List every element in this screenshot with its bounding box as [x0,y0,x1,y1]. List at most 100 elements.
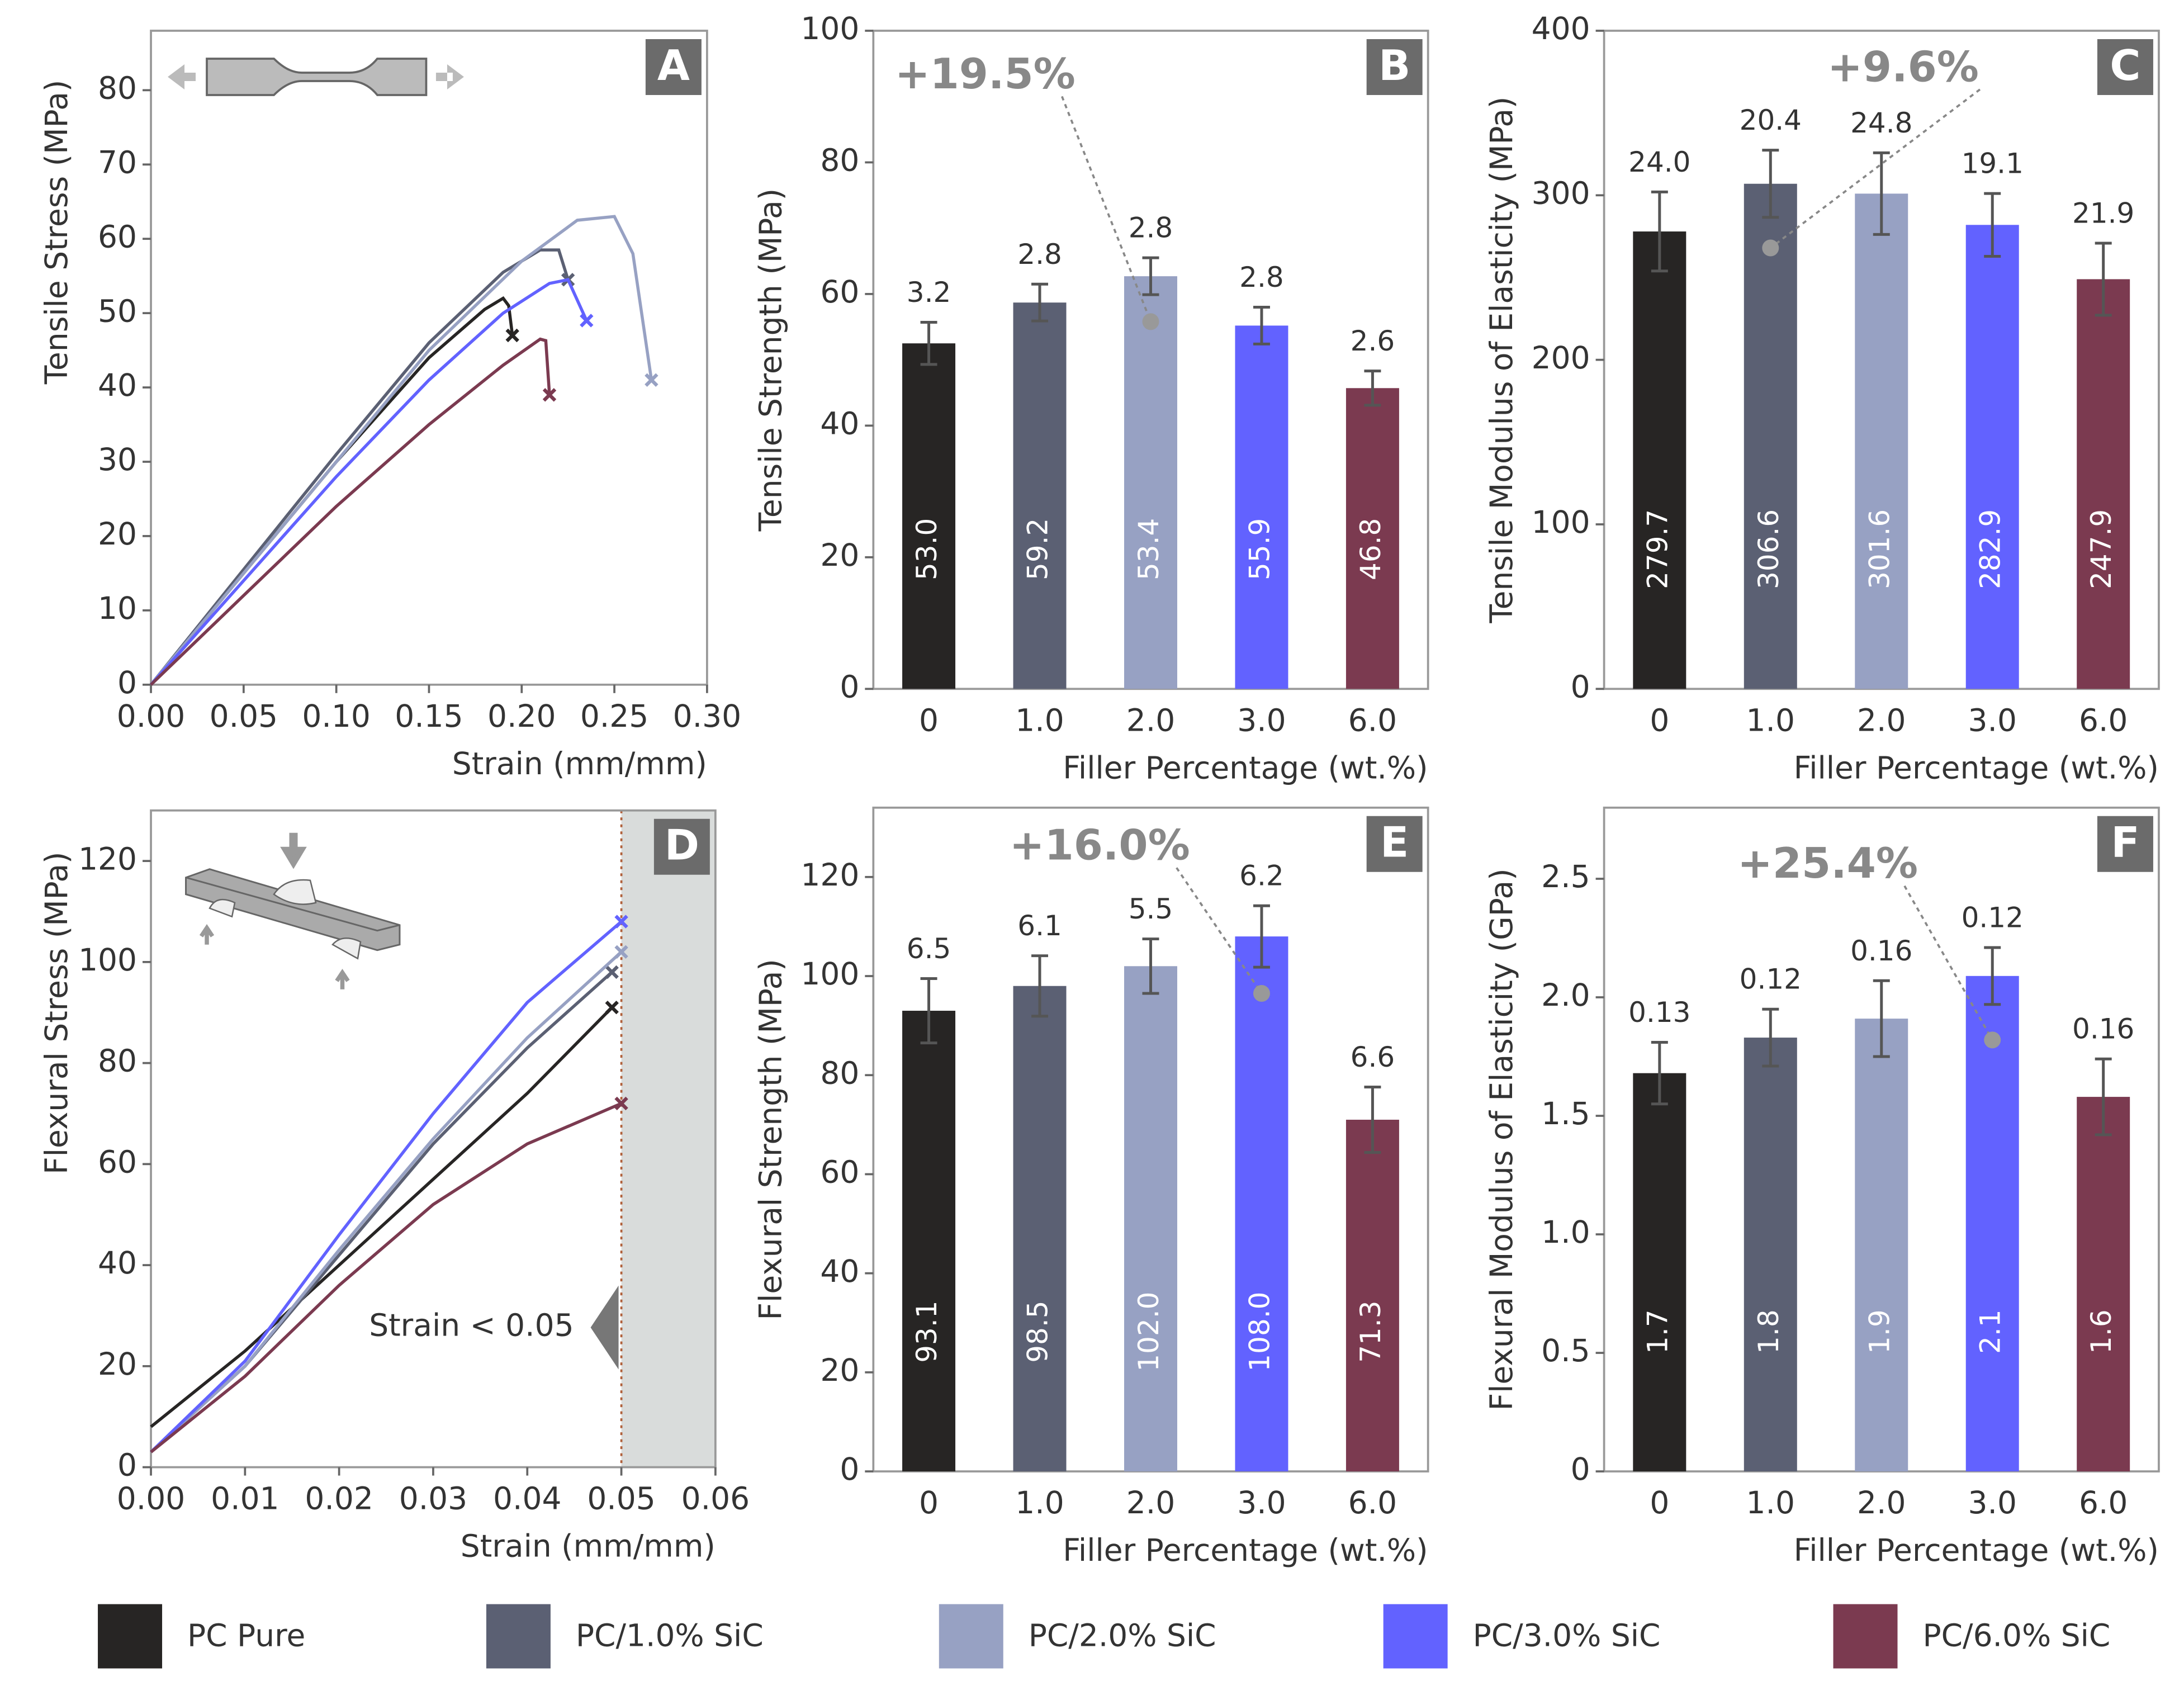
break-marker [645,373,658,387]
x-axis-title: Filler Percentage (wt.%) [1063,750,1428,785]
error-bar [1984,946,2001,1006]
error-label: 0.16 [1850,935,1912,967]
error-bar [1873,979,1890,1058]
annotation-leader [1770,88,1981,249]
y-tick-label: 40 [98,1245,137,1281]
error-label: 2.8 [1129,212,1173,244]
error-bar [1364,1085,1381,1154]
bar-text: 1.6 [2085,1309,2117,1354]
panel-badge [1366,816,1423,872]
error-bar [1651,190,1668,273]
x-tick-label: 6.0 [2079,1485,2128,1521]
x-tick-label: 3.0 [1968,702,2017,738]
y-tick-label: 0 [1571,1451,1590,1487]
x-tick-label: 2.0 [1857,702,1906,738]
bar [1633,231,1686,689]
bar [1855,1019,1908,1472]
threshold-note: Strain < 0.05 [369,1308,574,1343]
error-label: 6.2 [1239,860,1284,892]
y-tick-label: 100 [78,942,137,978]
curve [150,920,623,1453]
x-tick-label: 0 [1650,1485,1669,1521]
curve [149,248,570,686]
error-label: 6.1 [1017,910,1062,942]
x-axis-title: Filler Percentage (wt.%) [1063,1532,1428,1568]
y-tick-label: 10 [98,590,137,626]
bar [1124,966,1177,1472]
error-label: 3.2 [907,276,951,309]
legend-swatch [1833,1604,1898,1669]
y-tick-label: 60 [820,274,859,310]
x-tick-label: 1.0 [1015,1485,1064,1521]
error-label: 20.4 [1740,104,1802,136]
bar [1633,1073,1686,1472]
error-bar [1984,192,2001,258]
bar [1744,183,1797,689]
error-label: 5.5 [1129,893,1173,925]
bar-text: 102.0 [1133,1292,1165,1372]
bar [1346,388,1399,689]
error-bar [1031,282,1049,323]
y-tick-label: 80 [98,70,137,106]
legend-label: PC/3.0% SiC [1473,1618,1661,1654]
y-tick-label: 30 [98,442,137,477]
y-tick-label: 120 [78,841,137,877]
break-marker [605,965,619,979]
y-tick-label: 300 [1532,175,1590,211]
x-axis-title: Strain (mm/mm) [452,746,707,782]
x-tick-label: 0.05 [210,698,278,734]
x-axis-title: Strain (mm/mm) [461,1528,716,1564]
bar-text: 1.7 [1641,1309,1674,1354]
panel-badge [2097,816,2153,872]
x-tick-label: 0.05 [587,1481,655,1517]
error-label: 2.8 [1239,261,1284,293]
x-tick-label: 0.03 [399,1481,467,1517]
annotation-text: +19.5% [895,49,1076,98]
error-label: 24.8 [1850,107,1912,139]
x-tick-label: 0.10 [302,698,370,734]
break-marker [542,388,557,402]
bar-text: 46.8 [1354,518,1387,580]
y-tick-label: 0.5 [1541,1333,1590,1369]
error-label: 0.12 [1740,963,1802,996]
annotation-leader [1176,867,1263,995]
y-tick-label: 70 [98,144,137,180]
annotation-leader [1061,96,1152,323]
legend-label: PC/2.0% SiC [1029,1618,1216,1654]
curve [150,337,551,686]
panel-letter: C [2110,41,2140,90]
bar-text: 282.9 [1974,509,2007,589]
bar [902,1011,956,1472]
x-tick-label: 3.0 [1237,1485,1286,1521]
break-marker [614,1096,628,1111]
error-bar [920,321,937,366]
y-tick-label: 40 [98,367,137,403]
bar-text: 108.0 [1243,1292,1276,1372]
panel-letter: A [657,41,690,90]
x-tick-label: 0.01 [211,1481,279,1517]
y-tick-label: 20 [98,1346,137,1382]
x-tick-label: 0 [919,702,939,738]
y-tick-label: 100 [800,11,859,46]
panel-letter: E [1380,818,1409,867]
annotation-dot [1142,313,1159,330]
error-bar [1762,149,1779,219]
y-tick-label: 40 [820,405,859,441]
bar [1965,225,2019,689]
error-bar [1762,1007,1779,1068]
tensile-specimen-icon [168,58,464,96]
error-bar [1142,256,1159,296]
bar-text: 2.1 [1974,1309,2007,1354]
y-tick-label: 0 [117,1447,137,1483]
bar [1124,276,1177,689]
y-tick-label: 80 [820,1055,859,1091]
y-tick-label: 60 [98,219,137,254]
bar [902,343,956,689]
y-tick-label: 100 [800,956,859,992]
error-bar [2095,1057,2112,1137]
y-tick-label: 100 [1532,504,1590,540]
x-tick-label: 0.30 [673,698,741,734]
y-tick-label: 80 [98,1043,137,1079]
error-bar [1651,1041,1668,1106]
